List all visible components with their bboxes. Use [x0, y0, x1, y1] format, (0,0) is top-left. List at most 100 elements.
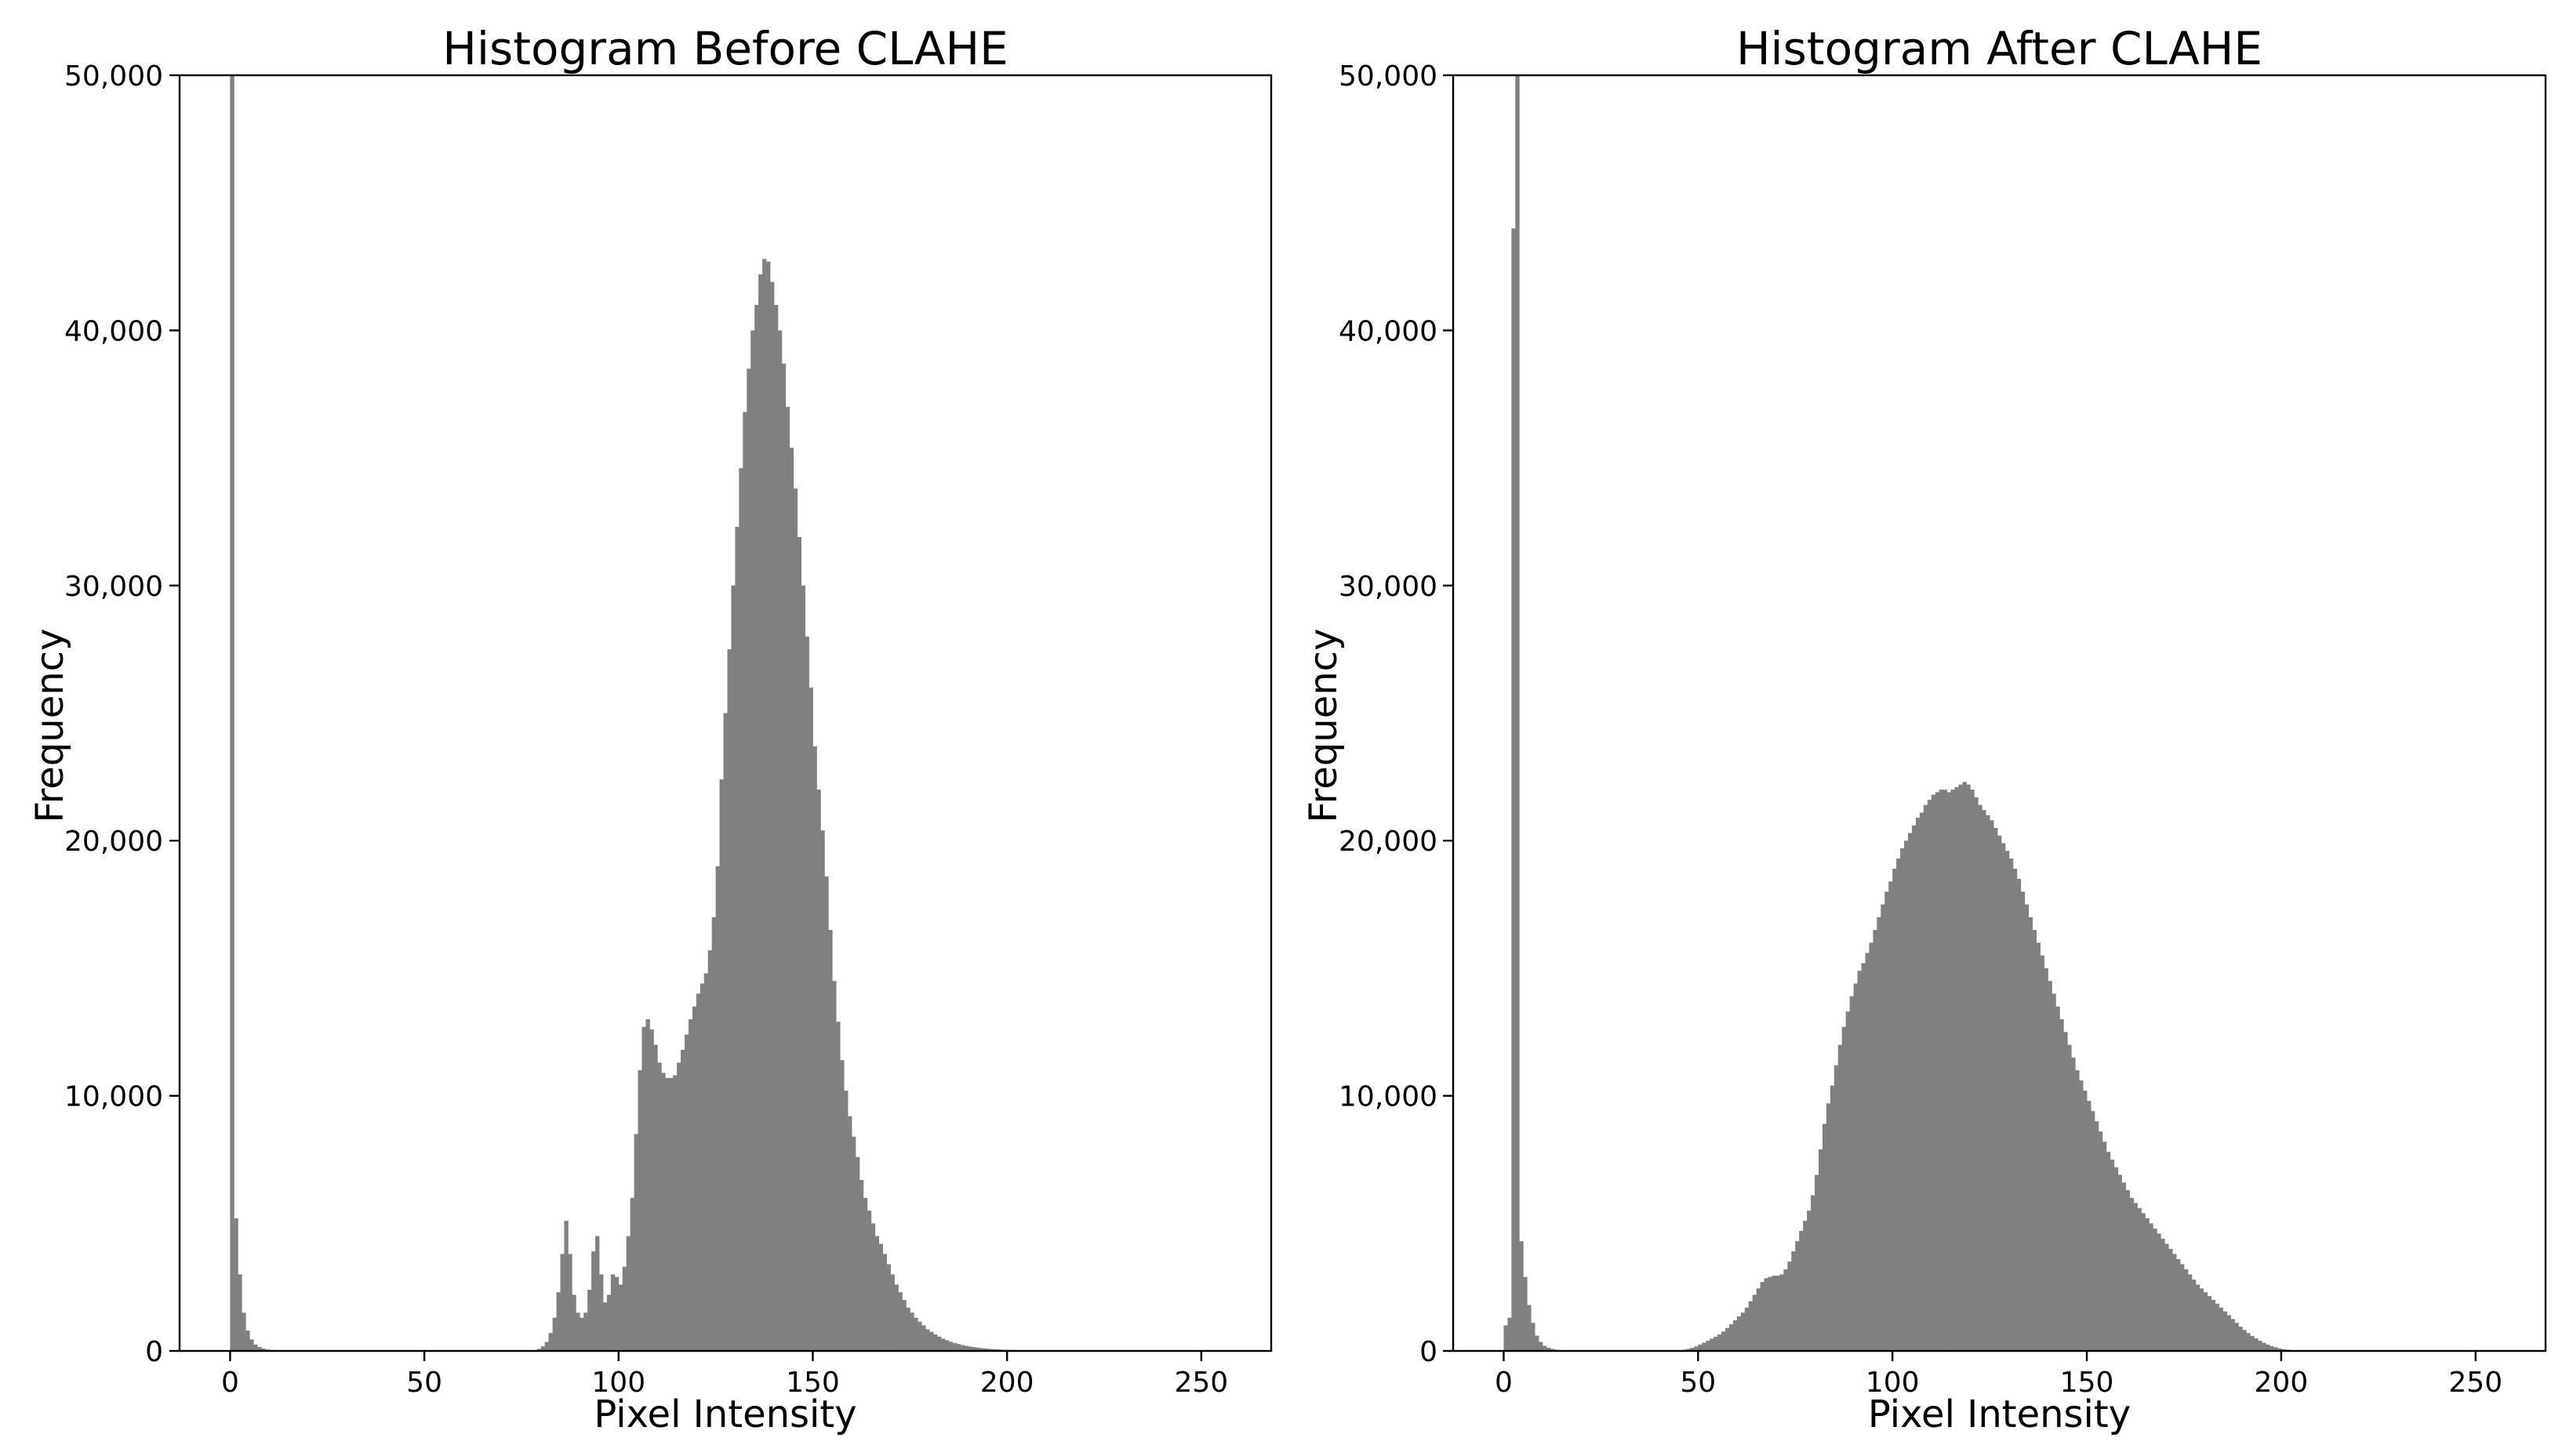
histogram-bar: [1888, 881, 1892, 1351]
histogram-bar: [2063, 1032, 2067, 1351]
y-tick-label: 40,000: [64, 315, 163, 347]
histogram-bar: [2025, 905, 2029, 1351]
histogram-bar: [1842, 1027, 1846, 1351]
y-tick-label: 0: [1419, 1336, 1437, 1368]
histogram-bar: [824, 877, 828, 1351]
histogram-bar: [782, 364, 786, 1351]
histogram-bar: [653, 1045, 657, 1351]
histogram-bar: [583, 1313, 587, 1351]
histogram-bar: [599, 1274, 603, 1351]
histogram-bar: [871, 1223, 875, 1351]
x-tick-label: 200: [2255, 1367, 2309, 1399]
histogram-bar: [638, 1070, 642, 1351]
histogram-bar: [848, 1117, 852, 1351]
histogram-bar: [1862, 963, 1866, 1351]
histogram-bar: [820, 830, 824, 1351]
histogram-bar: [607, 1294, 611, 1351]
histogram-bar: [1523, 1277, 1527, 1351]
histogram-bar: [564, 1221, 568, 1351]
histogram-bar: [1519, 1241, 1523, 1351]
histogram-bar: [557, 1292, 561, 1351]
y-axis-label: Frequency: [1302, 629, 1346, 823]
histogram-bar: [1990, 820, 1993, 1351]
x-tick-label: 0: [1495, 1367, 1513, 1399]
histogram-bar: [2219, 1308, 2223, 1351]
histogram-bar: [778, 330, 782, 1351]
histogram-bar: [856, 1157, 859, 1351]
histogram-bar: [2106, 1152, 2110, 1351]
histogram-bar: [1997, 836, 2001, 1351]
histogram-bar: [1881, 905, 1884, 1351]
histogram-bar: [1954, 787, 1958, 1351]
histogram-bar: [2017, 879, 2021, 1351]
histogram-bar: [568, 1254, 572, 1351]
histogram-bar: [2157, 1233, 2161, 1351]
histogram-bar: [1761, 1282, 1764, 1351]
histogram-bar: [234, 1218, 238, 1351]
histogram-bar: [242, 1313, 245, 1351]
histogram-bar: [2005, 851, 2009, 1351]
histogram-bar: [1838, 1045, 1842, 1351]
histogram-bar: [1779, 1274, 1783, 1351]
histogram-bar: [1807, 1211, 1811, 1351]
histogram-bar: [238, 1274, 242, 1351]
histogram-bar: [2137, 1208, 2141, 1351]
histogram-bar: [2192, 1280, 2196, 1351]
histogram-bar: [1947, 792, 1951, 1351]
histogram-bar: [1764, 1278, 1768, 1351]
histogram-bar: [2196, 1284, 2200, 1351]
y-tick-label: 0: [145, 1336, 163, 1368]
histogram-bar: [1815, 1175, 1819, 1351]
histogram-bar: [1717, 1334, 1721, 1351]
histogram-bar: [634, 1134, 638, 1351]
histogram-bar: [867, 1211, 871, 1351]
histogram-bar: [2200, 1288, 2204, 1351]
histogram-bar: [2013, 869, 2017, 1351]
y-tick-label: 30,000: [1339, 571, 1437, 603]
histogram-bar: [805, 637, 809, 1351]
histogram-bar: [762, 259, 766, 1351]
histogram-bar: [2172, 1254, 2176, 1351]
x-axis-label: Pixel Intensity: [594, 1392, 856, 1436]
histogram-bar: [1854, 983, 1858, 1351]
histogram-bar: [2141, 1213, 2145, 1351]
histogram-bar: [2118, 1175, 2122, 1351]
x-tick-label: 200: [980, 1367, 1034, 1399]
histogram-bar: [2122, 1182, 2126, 1351]
histogram-bar: [2134, 1203, 2138, 1351]
histogram-bar: [1535, 1335, 1539, 1351]
histogram-bar: [1962, 782, 1966, 1351]
histogram-bar: [1698, 1345, 1702, 1351]
histogram-bar: [1753, 1294, 1757, 1351]
histogram-bar: [661, 1073, 665, 1351]
histogram-bar: [603, 1302, 607, 1351]
histogram-bar: [941, 1338, 945, 1351]
histogram-bar: [2075, 1070, 2079, 1351]
histogram-bar: [2208, 1296, 2211, 1351]
histogram-bar: [949, 1342, 953, 1351]
histogram-bar: [2114, 1167, 2118, 1351]
histogram-bar: [2211, 1300, 2215, 1351]
histogram-bar: [809, 688, 813, 1351]
histogram-bar: [2230, 1319, 2234, 1351]
y-axis-label: Frequency: [28, 629, 72, 823]
histogram-bar: [1737, 1316, 1741, 1351]
histogram-bar: [692, 1007, 696, 1351]
histogram-bar: [1539, 1342, 1543, 1351]
x-tick-label: 250: [1174, 1367, 1228, 1399]
histogram-bar: [631, 1198, 634, 1351]
histogram-bar: [2242, 1330, 2246, 1351]
histogram-bar: [798, 537, 801, 1351]
histogram-bar: [1721, 1331, 1725, 1351]
histogram-bar: [774, 305, 778, 1351]
histogram-bar: [700, 983, 704, 1351]
histogram-bar: [2227, 1315, 2231, 1351]
histogram-bar: [2149, 1223, 2153, 1351]
chart-title: Histogram After CLAHE: [1736, 22, 2262, 75]
histogram-bar: [2215, 1304, 2219, 1351]
histogram-bar: [840, 1060, 844, 1351]
histogram-bar: [953, 1343, 957, 1351]
histogram-bar: [933, 1334, 937, 1351]
histogram-bar: [1725, 1328, 1729, 1351]
